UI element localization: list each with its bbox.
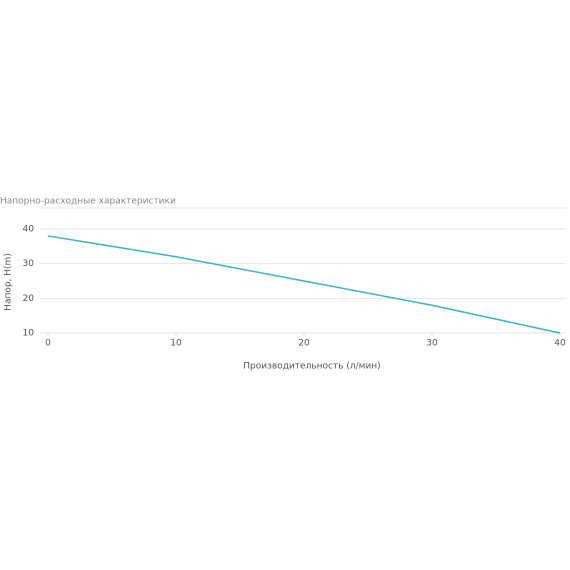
line: [47, 235, 561, 334]
y-axis-label: Напор, H(m): [4, 253, 14, 311]
x-tick-label: 30: [426, 339, 438, 349]
x-axis-label: Производительность (л/мин): [243, 362, 380, 372]
x-tick-label: 10: [170, 339, 182, 349]
y-tick-label: 20: [23, 294, 35, 304]
chart-title: Напорно-расходные характеристики: [0, 197, 176, 207]
y-tick-label: 40: [23, 225, 35, 235]
x-tick-label: 40: [554, 339, 566, 349]
y-tick-label: 10: [23, 329, 35, 339]
x-tick-label: 20: [298, 339, 310, 349]
y-tick-label: 30: [23, 259, 35, 269]
x-tick-label: 0: [45, 339, 51, 349]
